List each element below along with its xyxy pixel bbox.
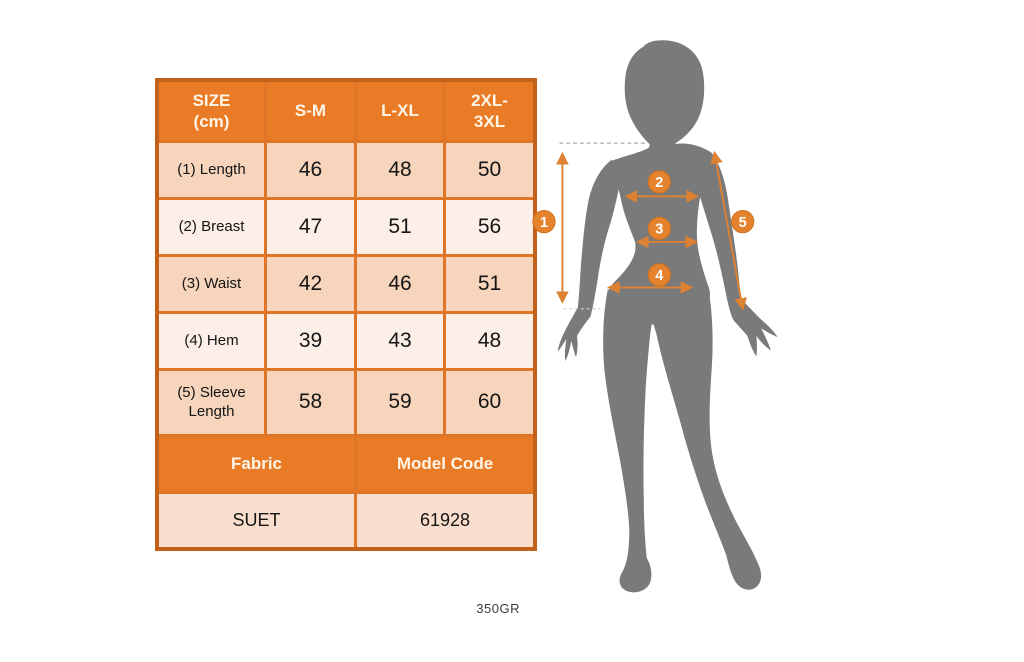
marker-4-number: 4	[655, 268, 663, 284]
row-label-length: (1) Length	[155, 139, 267, 200]
row-label-sleeve-length: (5) Sleeve Length	[155, 367, 267, 437]
fabric-value-cell: SUET	[155, 490, 357, 551]
sleeve-length-label-text: (5) Sleeve Length	[177, 383, 246, 421]
waist-2xl3xl-value: 51	[443, 253, 537, 314]
table-footer-header-row: Fabric Model Code	[155, 433, 537, 494]
model-code-value-cell: 61928	[354, 490, 537, 551]
measurement-markers: 1 2 3 4 5	[532, 170, 755, 287]
silhouette-right-leg	[653, 285, 762, 590]
sleeve-arrow	[710, 150, 747, 311]
marker-1-number: 1	[540, 215, 548, 231]
silhouette-left-leg	[603, 288, 652, 593]
table-row-length: (1) Length 46 48 50	[155, 139, 537, 200]
header-cell-sm: S-M	[264, 78, 357, 143]
size-table: SIZE (cm) S-M L-XL 2XL-3XL (1) Length 46…	[155, 78, 537, 551]
marker-circle-4: 4	[647, 263, 671, 287]
sleeve-lxl-value: 59	[354, 367, 446, 437]
breast-lxl-value: 51	[354, 196, 446, 257]
row-label-waist: (3) Waist	[155, 253, 267, 314]
row-label-hem: (4) Hem	[155, 310, 267, 371]
silhouette-left-arm	[557, 159, 620, 362]
table-row-sleeve-length: (5) Sleeve Length 58 59 60	[155, 367, 537, 437]
fabric-header-cell: Fabric	[155, 433, 357, 494]
table-row-hem: (4) Hem 39 43 48	[155, 310, 537, 371]
waist-lxl-value: 46	[354, 253, 446, 314]
waist-sm-value: 42	[264, 253, 357, 314]
header-cell-lxl: L-XL	[354, 78, 446, 143]
silhouette-head	[624, 40, 705, 147]
marker-circle-5: 5	[731, 209, 755, 234]
header-cell-2xl3xl: 2XL-3XL	[443, 78, 537, 143]
measurement-arrows	[556, 150, 747, 311]
size-table-header-row: SIZE (cm) S-M L-XL 2XL-3XL	[155, 78, 537, 143]
sleeve-sm-value: 58	[264, 367, 357, 437]
hem-lxl-value: 43	[354, 310, 446, 371]
sleeve-2xl3xl-value: 60	[443, 367, 537, 437]
header-cell-size: SIZE (cm)	[155, 78, 267, 143]
breast-2xl3xl-value: 56	[443, 196, 537, 257]
female-silhouette	[557, 40, 778, 593]
weight-note: 350GR	[476, 601, 520, 616]
marker-circle-2: 2	[647, 170, 671, 194]
length-2xl3xl-value: 50	[443, 139, 537, 200]
length-lxl-value: 48	[354, 139, 446, 200]
length-sm-value: 46	[264, 139, 357, 200]
marker-circle-3: 3	[647, 216, 671, 241]
hem-2xl3xl-value: 48	[443, 310, 537, 371]
marker-3-number: 3	[655, 222, 663, 238]
marker-circle-1: 1	[532, 209, 556, 234]
breast-sm-value: 47	[264, 196, 357, 257]
table-footer-value-row: SUET 61928	[155, 490, 537, 551]
marker-2-number: 2	[655, 175, 663, 191]
row-label-breast: (2) Breast	[155, 196, 267, 257]
marker-5-number: 5	[739, 215, 747, 231]
table-row-breast: (2) Breast 47 51 56	[155, 196, 537, 257]
measurement-figure: 1 2 3 4 5	[532, 40, 778, 593]
header-lxl-label: L-XL	[381, 101, 419, 121]
header-size-label: SIZE (cm)	[192, 90, 231, 131]
model-code-header-cell: Model Code	[354, 433, 537, 494]
header-sm-label: S-M	[294, 101, 327, 121]
header-2xl3xl-label: 2XL-3XL	[471, 90, 508, 131]
hem-sm-value: 39	[264, 310, 357, 371]
table-row-waist: (3) Waist 42 46 51	[155, 253, 537, 314]
